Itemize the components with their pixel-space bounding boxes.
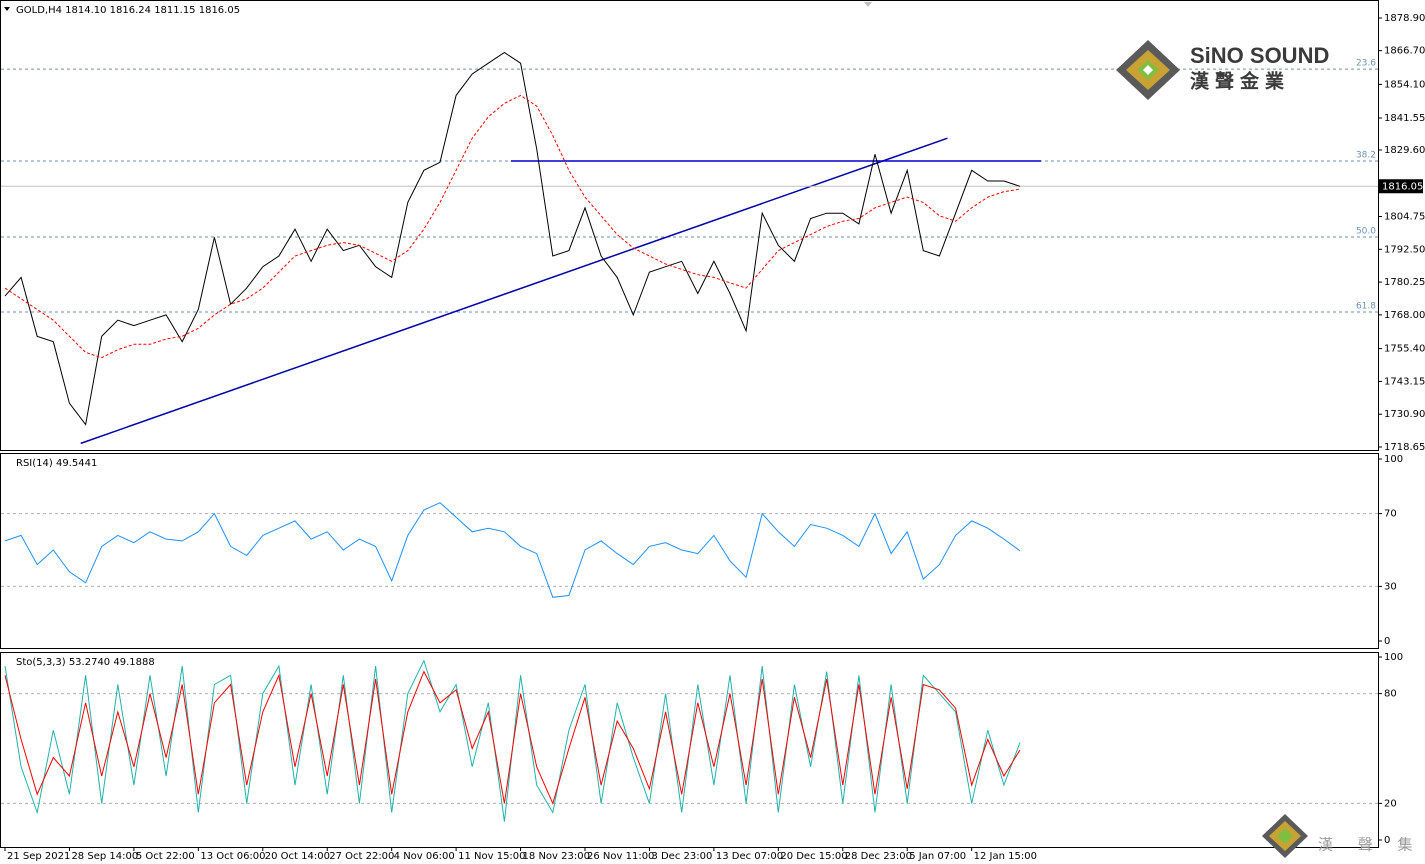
series-line xyxy=(4,659,1021,822)
y-tick-label: 1829.60 xyxy=(1384,145,1425,156)
logo-brand-cjk: 漢聲金業 xyxy=(1190,70,1290,93)
y-tick-label: 100 xyxy=(1384,454,1403,465)
logo: SiNO SOUND 漢聲金業 xyxy=(1116,40,1329,100)
scroll-marker xyxy=(864,2,872,7)
y-tick-label: 1854.10 xyxy=(1384,79,1425,90)
y-tick-label: 100 xyxy=(1384,652,1403,663)
y-tick-label: 1804.75 xyxy=(1384,212,1425,223)
x-tick-label: 27 Oct 22:00 xyxy=(329,851,394,862)
x-tick-label: 5 Jan 07:00 xyxy=(909,851,966,862)
x-tick-label: 21 Sep 2021 xyxy=(7,851,70,862)
fib-label: 50.0 xyxy=(1356,226,1376,236)
panel-frame xyxy=(0,0,1379,451)
y-tick-label: 1743.15 xyxy=(1384,376,1425,387)
y-tick-label: 1866.70 xyxy=(1384,46,1425,57)
x-tick-label: 20 Dec 15:00 xyxy=(780,851,847,862)
x-tick-label: 13 Dec 07:00 xyxy=(716,851,783,862)
x-tick-label: 28 Dec 23:00 xyxy=(845,851,912,862)
x-tick-label: 18 Nov 23:00 xyxy=(523,851,590,862)
panel-title: RSI(14) 49.5441 xyxy=(16,458,97,469)
current-price-box xyxy=(1379,179,1423,194)
fib-label: 61.8 xyxy=(1356,301,1376,311)
footer-logo: 漢 聲 集 團 xyxy=(1262,814,1425,858)
y-tick-label: 80 xyxy=(1384,689,1397,700)
y-tick-label: 70 xyxy=(1384,509,1397,520)
panel-title: Sto(5,3,3) 53.2740 49.1888 xyxy=(16,657,155,668)
y-tick-label: 0 xyxy=(1384,636,1390,647)
series-line xyxy=(4,94,1021,359)
current-price-label: 1816.05 xyxy=(1382,181,1423,192)
x-tick-label: 26 Nov 11:00 xyxy=(587,851,654,862)
x-tick-label: 28 Sep 14:00 xyxy=(71,851,138,862)
drawn-line xyxy=(80,137,948,445)
series-line xyxy=(4,670,1021,805)
series-line xyxy=(4,502,1021,598)
footer-group: 漢 聲 集 團 xyxy=(1318,836,1425,854)
x-tick-label: 5 Oct 22:00 xyxy=(136,851,195,862)
y-tick-label: 1718.65 xyxy=(1384,442,1425,453)
x-tick-label: 11 Nov 15:00 xyxy=(458,851,525,862)
y-tick-label: 1780.25 xyxy=(1384,277,1425,288)
y-tick-label: 30 xyxy=(1384,581,1397,592)
fib-label: 23.6 xyxy=(1356,59,1376,69)
x-tick-label: 3 Dec 23:00 xyxy=(651,851,712,862)
logo-brand: SiNO SOUND xyxy=(1190,43,1329,68)
y-tick-label: 1841.55 xyxy=(1384,113,1425,124)
y-tick-label: 1768.00 xyxy=(1384,310,1425,321)
y-tick-label: 0 xyxy=(1384,835,1390,846)
panel-frame xyxy=(0,453,1379,649)
y-tick-label: 1755.40 xyxy=(1384,344,1425,355)
fib-label: 38.2 xyxy=(1356,150,1376,160)
symbol-arrow[interactable] xyxy=(4,7,10,11)
x-tick-label: 12 Jan 15:00 xyxy=(974,851,1037,862)
y-tick-label: 1878.90 xyxy=(1384,13,1425,24)
series-line xyxy=(4,51,1021,426)
y-tick-label: 20 xyxy=(1384,798,1397,809)
y-tick-label: 1730.90 xyxy=(1384,409,1425,420)
panel-title: GOLD,H4 1814.10 1816.24 1811.15 1816.05 xyxy=(16,5,240,16)
x-tick-label: 4 Nov 06:00 xyxy=(394,851,455,862)
y-tick-label: 1792.50 xyxy=(1384,244,1425,255)
panel-frame xyxy=(0,652,1379,848)
x-tick-label: 20 Oct 14:00 xyxy=(265,851,330,862)
x-tick-label: 13 Oct 06:00 xyxy=(200,851,265,862)
